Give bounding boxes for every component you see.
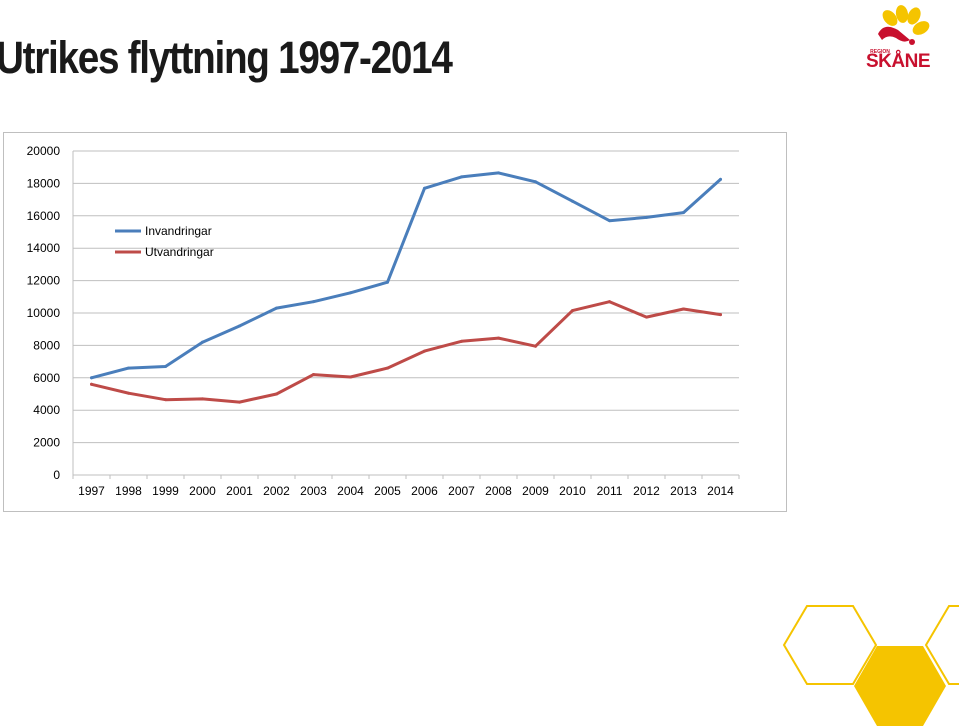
data-point [608,219,611,223]
x-tick-label: 2014 [707,484,734,498]
data-point [682,211,685,215]
x-tick-label: 2012 [633,484,660,498]
data-point [349,291,352,295]
data-point [719,177,722,181]
x-tick-label: 2000 [189,484,216,498]
logo-region-text: REGION [870,49,890,55]
data-point [497,171,500,175]
y-tick-label: 20000 [27,144,61,158]
data-point [645,215,648,219]
y-tick-label: 8000 [33,338,60,352]
data-point [534,180,537,184]
y-tick-label: 18000 [27,176,61,190]
x-tick-label: 2005 [374,484,401,498]
x-tick-label: 1997 [78,484,105,498]
y-tick-label: 4000 [33,403,60,417]
y-tick-label: 2000 [33,436,60,450]
flower-icon [878,5,930,45]
data-point [386,280,389,284]
data-point [682,307,685,311]
x-tick-label: 2013 [670,484,697,498]
data-point [164,364,167,368]
data-point [423,186,426,190]
data-point [90,376,93,380]
series-line-invandringar [90,171,722,380]
x-tick-label: 2006 [411,484,438,498]
data-point [386,366,389,370]
x-tick-label: 2010 [559,484,586,498]
y-tick-label: 16000 [27,209,61,223]
hexagon-outline-right [924,605,959,685]
data-point [238,400,241,404]
x-tick-label: 2008 [485,484,512,498]
logo-word: SKÅNE [866,51,931,72]
x-tick-label: 2011 [597,484,623,498]
hexagon-outline-left [782,605,878,685]
data-point [238,324,241,328]
hexagon-filled [854,646,946,726]
data-point [201,340,204,344]
data-point [534,344,537,348]
data-point [275,306,278,310]
legend-label: Invandringar [145,224,212,238]
x-tick-label: 2004 [337,484,364,498]
data-point [312,300,315,304]
chart-frame: 0 2000 4000 6000 8000 10000 12000 14000 16000 180… [3,132,787,512]
line-chart: 0 2000 4000 6000 8000 10000 12000 14000 16000 180… [27,144,740,498]
x-tick-label: 2003 [300,484,327,498]
data-point [164,398,167,402]
x-tick-label: 1998 [115,484,142,498]
data-point [497,336,500,340]
data-point [201,397,204,401]
data-point [460,339,463,343]
data-point [571,199,574,203]
data-point [275,392,278,396]
data-point [349,375,352,379]
series-line-utvandringar [90,300,722,404]
data-point [571,309,574,313]
y-tick-label: 12000 [27,274,61,288]
y-tick-label: 6000 [33,371,60,385]
data-point [90,382,93,386]
x-tick-label: 2002 [263,484,290,498]
data-point [127,391,130,395]
y-tick-label: 14000 [27,241,61,255]
legend-label: Utvandringar [145,245,214,259]
x-tick-label: 2009 [522,484,549,498]
x-tick-label: 2007 [448,484,475,498]
y-tick-label: 0 [53,468,60,482]
data-point [645,315,648,319]
region-skane-logo: REGION SKÅNE [864,4,946,74]
data-point [460,175,463,179]
data-point [423,349,426,353]
data-point [312,373,315,377]
data-point [127,366,130,370]
slide-title: Utrikes flyttning 1997-2014 [0,32,453,83]
data-point [608,300,611,304]
x-tick-label: 2001 [226,484,253,498]
data-point [719,313,722,317]
x-tick-label: 1999 [152,484,179,498]
y-tick-label: 10000 [27,306,61,320]
